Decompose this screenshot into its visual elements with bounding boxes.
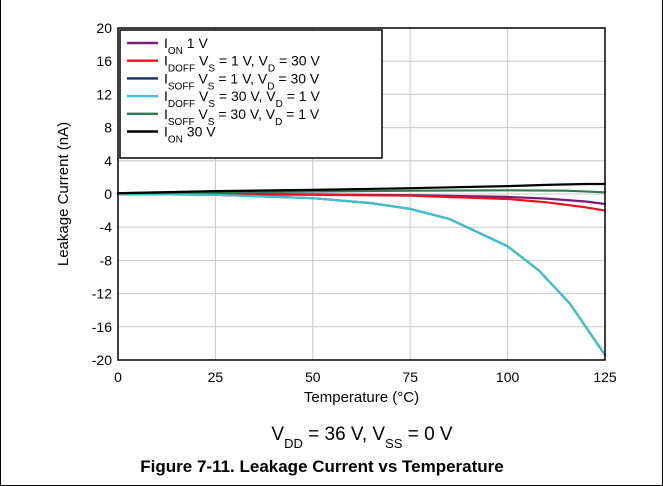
y-tick-label: 12 <box>96 86 112 102</box>
x-tick-label: 25 <box>208 369 224 385</box>
y-tick-label: 8 <box>104 120 112 136</box>
y-tick-label: -12 <box>92 286 112 302</box>
x-tick-label: 50 <box>305 369 321 385</box>
series-line-4 <box>116 192 607 357</box>
legend-entry-5: ISOFF VS = 30 V, VD = 1 V <box>164 106 320 128</box>
y-tick-label: 0 <box>104 186 112 202</box>
y-tick-label: -20 <box>92 352 112 368</box>
x-tick-label: 100 <box>496 369 520 385</box>
supply-conditions: VDD = 36 V, VSS = 0 V <box>271 424 453 451</box>
y-tick-label: -16 <box>92 319 112 335</box>
y-tick-label: -8 <box>100 252 113 268</box>
x-tick-label: 75 <box>402 369 418 385</box>
x-tick-label: 0 <box>114 369 122 385</box>
x-tick-labels: 0 25 50 75 100 125 <box>114 369 617 385</box>
series-lines <box>116 182 607 357</box>
figure-caption: Figure 7-11. Leakage Current vs Temperat… <box>140 457 503 476</box>
y-axis-label: Leakage Current (nA) <box>55 122 72 266</box>
legend-entry-1: ION 1 V <box>164 35 208 57</box>
legend-entry-4: IDOFF VS = 30 V, VD = 1 V <box>164 88 320 110</box>
y-tick-label: -4 <box>100 219 113 235</box>
x-axis-label: Temperature (°C) <box>304 389 419 406</box>
y-tick-label: 20 <box>96 20 112 36</box>
y-tick-label: 4 <box>104 153 112 169</box>
y-tick-labels: 20 16 12 8 4 0 -4 -8 -12 -16 -20 <box>92 20 112 368</box>
legend-entry-3: ISOFF VS = 1 V, VD = 30 V <box>164 70 320 92</box>
legend-entry-6: ION 30 V <box>164 124 216 146</box>
plot-border <box>117 27 606 361</box>
legend-entry-2: IDOFF VS = 1 V, VD = 30 V <box>164 53 320 75</box>
series-line-5 <box>116 189 607 195</box>
series-line-6 <box>116 182 607 195</box>
series-line-3 <box>116 192 607 357</box>
legend-box <box>119 29 383 159</box>
x-tick-label: 125 <box>593 369 617 385</box>
y-tick-label: 16 <box>96 53 112 69</box>
